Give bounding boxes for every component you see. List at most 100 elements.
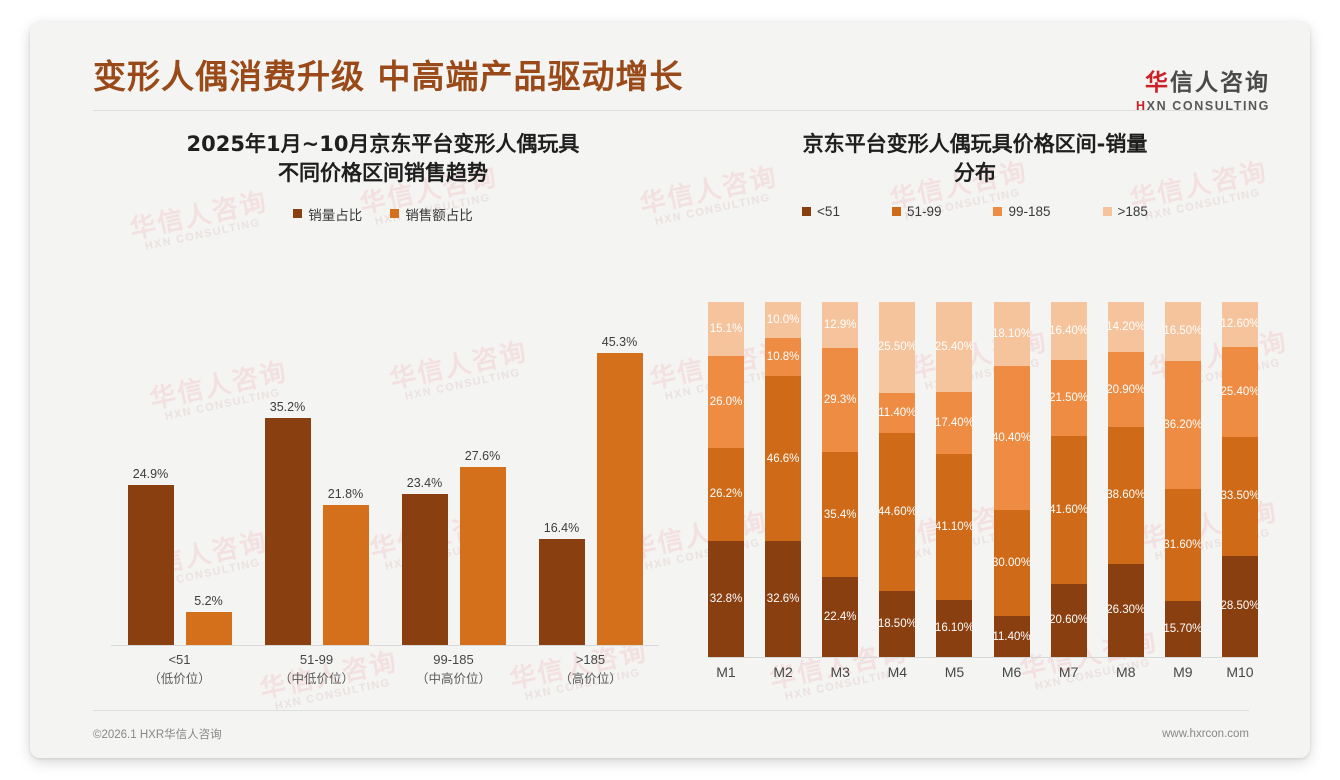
stacked-bar-segment[interactable]: 46.6% <box>765 375 802 542</box>
stacked-bar-segment[interactable]: 31.60% <box>1164 489 1201 602</box>
stacked-segment-label: 10.0% <box>766 313 800 326</box>
stacked-bar-segment[interactable]: 25.40% <box>936 302 973 393</box>
stacked-bar-segment[interactable]: 36.20% <box>1164 360 1201 490</box>
bar-value-label: 16.4% <box>543 521 580 536</box>
page-title: 变形人偶消费升级 中高端产品驱动增长 <box>93 57 684 96</box>
x-axis-category-main: 51-99 <box>299 652 334 667</box>
legend-label: 99-185 <box>1008 203 1051 219</box>
stacked-bar-segment[interactable]: 10.8% <box>765 337 802 376</box>
stacked-bar-column[interactable]: 25.50% 11.40% 44.60% 18.50% <box>879 302 916 657</box>
legend-item-1[interactable]: 销售额占比 <box>390 204 473 224</box>
bar-item[interactable]: 5.2% <box>185 302 232 645</box>
x-axis-month-label: M8 <box>1116 664 1136 680</box>
legend-item-0[interactable]: 销量占比 <box>293 204 362 224</box>
stacked-segment-label: 25.40% <box>936 341 973 354</box>
stacked-bar-segment[interactable]: 16.10% <box>936 599 973 657</box>
legend-swatch-icon <box>802 206 812 216</box>
legend-label: <51 <box>817 203 840 219</box>
right-chart-title: 京东平台变形人偶玩具价格区间-销量 分布 <box>690 130 1260 188</box>
stacked-segment-label: 10.8% <box>766 350 800 363</box>
stacked-bar-segment[interactable]: 11.40% <box>993 616 1030 657</box>
stacked-bar-segment[interactable]: 20.90% <box>1107 352 1144 427</box>
bar-item[interactable]: 27.6% <box>459 302 506 645</box>
stacked-bar-segment[interactable]: 12.60% <box>1221 302 1258 347</box>
stacked-bar-segment[interactable]: 32.8% <box>708 540 744 657</box>
bar-item[interactable]: 45.3% <box>596 302 643 645</box>
stacked-segment-label: 41.10% <box>936 520 973 533</box>
stacked-bar-column[interactable]: 16.50% 36.20% 31.60% 15.70% <box>1164 302 1201 657</box>
bar-item[interactable]: 35.2% <box>264 302 311 645</box>
legend-item-3[interactable]: >185 <box>1102 204 1148 219</box>
stacked-bar-segment[interactable]: 18.10% <box>993 302 1030 367</box>
stacked-bar-segment[interactable]: 29.3% <box>822 347 859 452</box>
legend-swatch-icon <box>293 209 303 219</box>
bar-rect[interactable] <box>596 353 643 645</box>
stacked-bar-segment[interactable]: 15.70% <box>1164 601 1201 657</box>
stacked-bar-column[interactable]: 14.20% 20.90% 38.60% 26.30% <box>1107 302 1144 657</box>
bar-rect[interactable] <box>185 611 232 645</box>
legend-item-0[interactable]: <51 <box>802 204 840 219</box>
stacked-bar-segment[interactable]: 12.9% <box>822 302 859 348</box>
stacked-bar-segment[interactable]: 26.0% <box>708 355 744 448</box>
stacked-bar-segment[interactable]: 25.50% <box>879 302 916 393</box>
x-axis-category: 99-185 （中高价位） <box>389 650 519 690</box>
stacked-bar-chart: 15.1% 26.0% 26.2% 32.8% 10.0% 10.8% 46.6% 32.6%… <box>708 302 1258 658</box>
bar-rect[interactable] <box>264 418 311 645</box>
stacked-segment-label: 32.6% <box>766 593 800 606</box>
stacked-bar-segment[interactable]: 40.40% <box>993 366 1030 510</box>
stacked-bar-segment[interactable]: 16.50% <box>1164 302 1201 361</box>
stacked-bar-segment[interactable]: 44.60% <box>879 432 916 592</box>
bar-rect[interactable] <box>401 494 448 645</box>
stacked-bar-segment[interactable]: 35.4% <box>822 451 859 578</box>
stacked-bar-column[interactable]: 12.60% 25.40% 33.50% 28.50% <box>1221 302 1258 657</box>
stacked-bar-segment[interactable]: 14.20% <box>1107 302 1144 353</box>
stacked-bar-segment[interactable]: 21.50% <box>1050 360 1087 437</box>
stacked-bar-column[interactable]: 12.9% 29.3% 35.4% 22.4% <box>822 302 859 657</box>
bar-rect[interactable] <box>538 539 585 645</box>
stacked-bar-segment[interactable]: 26.30% <box>1107 563 1144 657</box>
stacked-bar-segment[interactable]: 20.60% <box>1050 583 1087 658</box>
stacked-bar-segment[interactable]: 16.40% <box>1050 302 1087 361</box>
right-chart-legend: <51 51-99 99-185 >185 <box>690 204 1260 219</box>
stacked-bar-column[interactable]: 15.1% 26.0% 26.2% 32.8% <box>708 302 744 657</box>
stacked-bar-segment[interactable]: 15.1% <box>708 302 744 356</box>
bar-rect[interactable] <box>322 504 369 645</box>
bar-item[interactable]: 16.4% <box>538 302 585 645</box>
bar-item[interactable]: 24.9% <box>127 302 174 645</box>
stacked-bar-segment[interactable]: 10.0% <box>765 302 802 338</box>
x-axis-category-main: <51 <box>168 652 191 667</box>
bar-item[interactable]: 23.4% <box>401 302 448 645</box>
stacked-bar-column[interactable]: 25.40% 17.40% 41.10% 16.10% <box>936 302 973 657</box>
stacked-bar-column[interactable]: 16.40% 21.50% 41.60% 20.60% <box>1050 302 1087 658</box>
stacked-segment-label: 14.20% <box>1107 321 1144 334</box>
stacked-bar-segment[interactable]: 41.60% <box>1050 436 1087 584</box>
left-chart-legend: 销量占比 销售额占比 <box>93 204 673 224</box>
bar-item[interactable]: 21.8% <box>322 302 369 645</box>
stacked-segment-label: 41.60% <box>1050 504 1087 517</box>
stacked-bar-segment[interactable]: 32.6% <box>765 541 802 657</box>
stacked-bar-segment[interactable]: 41.10% <box>936 453 973 600</box>
stacked-segment-label: 25.50% <box>879 341 916 354</box>
stacked-bar-segment[interactable]: 28.50% <box>1221 555 1258 657</box>
stacked-bar-segment[interactable]: 26.2% <box>708 447 744 541</box>
stacked-bar-segment[interactable]: 25.40% <box>1221 346 1258 437</box>
stacked-bar-segment[interactable]: 11.40% <box>879 392 916 433</box>
stacked-segment-label: 22.4% <box>823 611 857 624</box>
stacked-bar-segment[interactable]: 22.4% <box>822 577 859 657</box>
stacked-bar-segment[interactable]: 38.60% <box>1107 426 1144 564</box>
logo-en-rest: XN CONSULTING <box>1146 99 1270 113</box>
bar-group: 23.4% 27.6% <box>401 302 506 645</box>
company-logo: 华信人咨询 HXN CONSULTING <box>1136 72 1270 113</box>
bar-rect[interactable] <box>127 484 174 645</box>
legend-item-1[interactable]: 51-99 <box>891 204 941 219</box>
right-chart-title-line2: 分布 <box>954 160 996 185</box>
stacked-bar-column[interactable]: 10.0% 10.8% 46.6% 32.6% <box>765 302 802 657</box>
stacked-bar-segment[interactable]: 17.40% <box>936 392 973 454</box>
legend-item-2[interactable]: 99-185 <box>993 203 1051 219</box>
stacked-bar-segment[interactable]: 30.00% <box>993 509 1030 617</box>
stacked-bar-segment[interactable]: 33.50% <box>1221 436 1258 556</box>
stacked-bar-column[interactable]: 18.10% 40.40% 30.00% 11.40% <box>993 302 1030 657</box>
stacked-bar-segment[interactable]: 18.50% <box>879 591 916 657</box>
bar-rect[interactable] <box>459 467 506 645</box>
grouped-bar-x-axis: <51 （低价位） 51-99 （中低价位） 99-185 （中高价位） >185 （高价位） <box>111 650 659 690</box>
